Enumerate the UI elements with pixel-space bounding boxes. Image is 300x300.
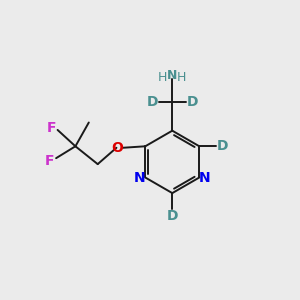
Text: N: N [167,69,178,82]
Text: D: D [147,95,158,110]
Text: D: D [167,209,178,223]
Text: O: O [112,141,124,155]
Text: D: D [217,139,228,153]
Text: N: N [199,171,211,185]
Text: F: F [45,154,54,168]
Text: N: N [134,171,146,185]
Text: D: D [187,95,198,110]
Text: F: F [46,121,56,135]
Text: H: H [177,71,187,84]
Text: H: H [158,71,167,84]
